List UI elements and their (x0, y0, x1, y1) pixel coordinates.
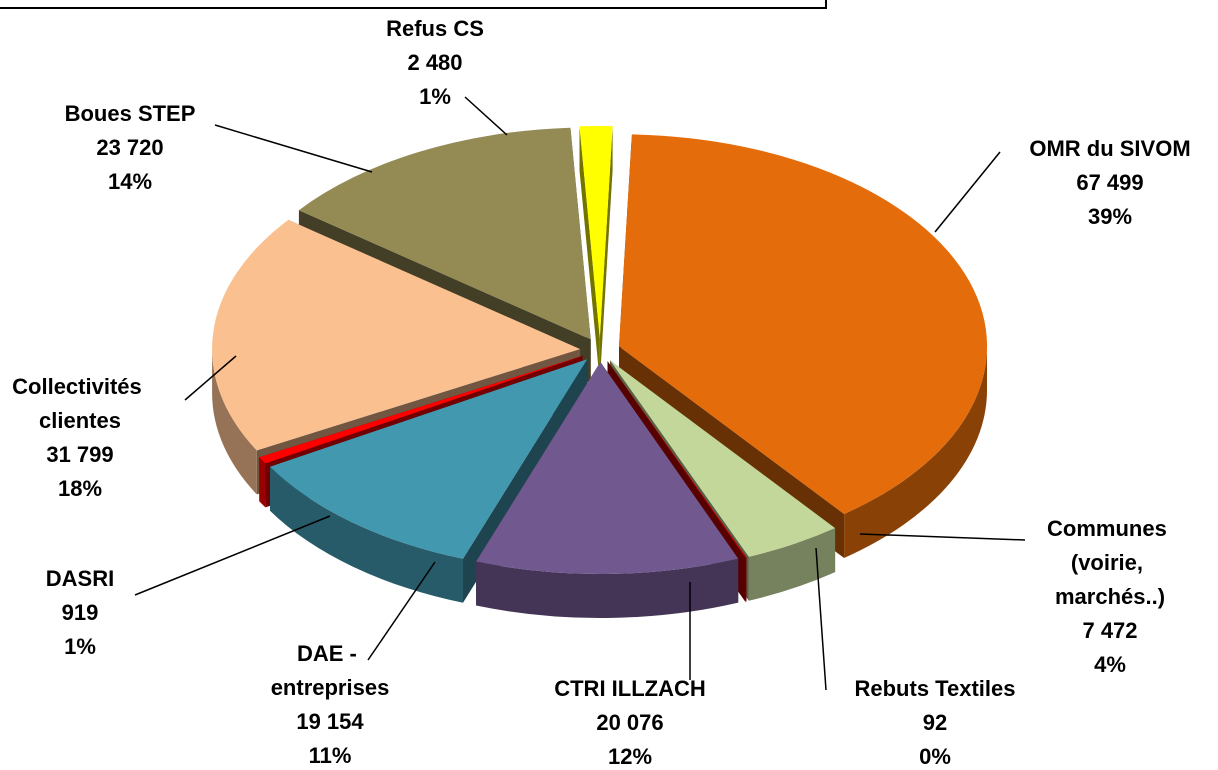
leader-line (815, 547, 827, 691)
label-line: Rebuts Textiles (855, 676, 1016, 701)
frame (0, 0, 827, 9)
slice (270, 359, 588, 559)
slice (259, 355, 583, 464)
leader-line (464, 96, 508, 136)
label-line: clientes (39, 408, 121, 433)
percent-label: 18% (58, 476, 102, 501)
value-label: 20 076 (596, 710, 663, 735)
leader-line (134, 515, 331, 596)
value-label: 31 799 (46, 442, 113, 467)
value-label: 2 480 (407, 50, 462, 75)
label-line: entreprises (271, 675, 390, 700)
labels: OMR du SIVOM 67 499 39% Communes (voirie, m… (12, 16, 1191, 769)
percent-label: 0% (919, 744, 951, 769)
value-label: 23 720 (96, 135, 163, 160)
slice (212, 219, 581, 451)
slice-label: DASRI (46, 566, 114, 591)
label-line: Communes (1047, 516, 1173, 541)
leader-line (367, 561, 436, 661)
label-line: OMR du SIVOM (1029, 136, 1190, 161)
slice-side (748, 528, 836, 601)
label-line: Collectivités (12, 374, 148, 399)
value-label: 67 499 (1076, 170, 1143, 195)
label-line: Refus CS (386, 16, 484, 41)
percent-label: 1% (64, 634, 96, 659)
percent-label: 14% (108, 169, 152, 194)
slice-side (844, 346, 987, 558)
slice (579, 125, 613, 339)
slice-side (259, 457, 266, 508)
slice-label: Rebuts Textiles (855, 676, 1016, 701)
slice-wall (579, 126, 600, 382)
slice (610, 360, 836, 557)
leader-line (214, 124, 373, 173)
percent-label: 11% (309, 743, 352, 768)
value-label: 92 (923, 710, 947, 735)
slice-label: Boues STEP (65, 101, 196, 126)
percent-label: 39% (1088, 204, 1132, 229)
slice-label: CTRI ILLZACH (554, 676, 706, 701)
slice-wall (599, 126, 613, 382)
slice-side (476, 558, 739, 618)
label-line: CTRI ILLZACH (554, 676, 706, 701)
slice-label: Communes (voirie, marchés..) (1047, 516, 1173, 609)
percent-label: 4% (1094, 652, 1126, 677)
slice-label: DAE - entreprises (271, 641, 390, 700)
slice (298, 127, 591, 340)
slice (607, 361, 747, 558)
pie (212, 125, 988, 618)
slice-label: OMR du SIVOM (1029, 136, 1190, 161)
label-line: Boues STEP (65, 101, 196, 126)
slice-label: Refus CS (386, 16, 484, 41)
value-label: 7 472 (1082, 618, 1137, 643)
label-line: DAE - (297, 641, 363, 666)
value-label: 19 154 (296, 709, 364, 734)
leader-line (859, 533, 1026, 541)
label-line: (voirie, (1071, 550, 1149, 575)
leader-line (934, 151, 1001, 233)
label-line: marchés..) (1055, 584, 1165, 609)
leader-line (184, 355, 237, 401)
slice-side (745, 557, 747, 602)
slice (476, 362, 739, 574)
slice-side (212, 349, 257, 495)
percent-label: 12% (608, 744, 652, 769)
slice-label: Collectivités clientes (12, 374, 148, 433)
slice-side (270, 466, 463, 603)
label-line: DASRI (46, 566, 114, 591)
slice (619, 134, 988, 514)
percent-label: 1% (419, 84, 451, 109)
value-label: 919 (62, 600, 99, 625)
